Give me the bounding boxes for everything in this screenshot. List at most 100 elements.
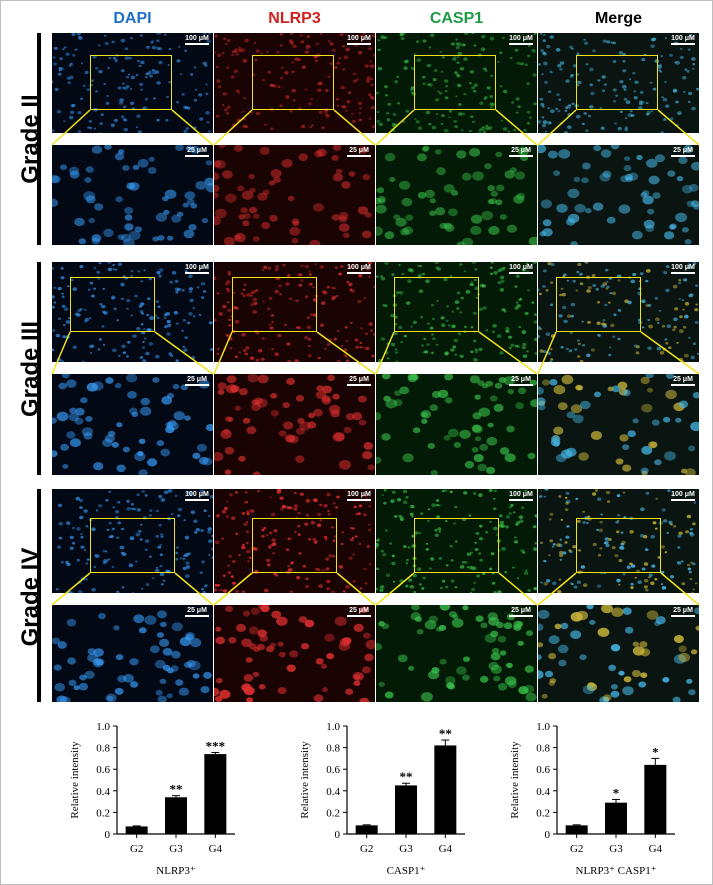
- scale-bar-label: 25 μM: [673, 147, 693, 154]
- scale-bar: 100 μM: [347, 264, 371, 274]
- significance-marker: *: [652, 744, 659, 759]
- scale-bar: 25 μM: [347, 147, 371, 157]
- x-tick-label: G2: [130, 843, 143, 855]
- bar-g3: [395, 785, 417, 834]
- scale-bar: 100 μM: [671, 264, 695, 274]
- y-tick-label: 0.2: [536, 807, 550, 819]
- grade-iii-dapi-zoom-image: 25 μM: [52, 374, 213, 475]
- scale-bar-line: [347, 272, 371, 274]
- grade-iv-casp1-zoom-image: 25 μM: [376, 605, 537, 702]
- y-tick-label: 0.6: [536, 764, 550, 776]
- scale-bar-label: 25 μM: [673, 607, 693, 614]
- scale-bar: 25 μM: [185, 607, 209, 617]
- scale-bar-label: 100 μM: [185, 35, 209, 42]
- scale-bar: 25 μM: [509, 376, 533, 386]
- scale-bar-line: [509, 615, 533, 617]
- grade-ii-bar: [37, 33, 41, 245]
- scale-bar-label: 100 μM: [509, 264, 533, 271]
- x-tick-label: G2: [570, 843, 583, 855]
- scale-bar-line: [347, 384, 371, 386]
- scale-bar-line: [671, 499, 695, 501]
- grade-iv-label: Grade IV: [17, 547, 44, 647]
- scale-bar-line: [509, 155, 533, 157]
- zoom-region-box: [90, 55, 172, 110]
- column-title-casp1: CASP1: [429, 10, 484, 27]
- scale-bar-label: 25 μM: [511, 376, 531, 383]
- scale-bar: 25 μM: [509, 147, 533, 157]
- grade-iv-dapi-zoom-image: 25 μM: [52, 605, 213, 702]
- bar-chart-nlrp3-casp1: Relative intensity 0 0.2 0.4 0.6 0.8 1.0 G2 * G3 *…: [509, 721, 675, 877]
- grade-iii-casp1-zoom-image: 25 μM: [376, 374, 537, 475]
- bar-g3: [165, 797, 187, 834]
- scale-bar-label: 100 μM: [509, 491, 533, 498]
- y-tick-label: 0.4: [96, 786, 110, 798]
- scale-bar-line: [509, 272, 533, 274]
- scale-bar-line: [671, 272, 695, 274]
- scale-bar-label: 25 μM: [349, 607, 369, 614]
- y-axis-label: Relative intensity: [299, 741, 311, 819]
- significance-marker: **: [170, 782, 183, 797]
- y-axis-label: Relative intensity: [509, 741, 521, 819]
- scale-bar-line: [185, 615, 209, 617]
- y-tick-label: 0.8: [536, 743, 550, 755]
- grade-iv-merge-zoom-image: 25 μM: [538, 605, 699, 702]
- x-tick-label: G2: [360, 843, 373, 855]
- y-tick-label: 0.6: [96, 764, 110, 776]
- scale-bar: 100 μM: [671, 491, 695, 501]
- scale-bar: 25 μM: [671, 376, 695, 386]
- zoom-region-box: [576, 55, 658, 110]
- x-tick-label: G4: [439, 843, 453, 855]
- y-tick-label: 0: [105, 829, 111, 841]
- scale-bar-label: 25 μM: [673, 376, 693, 383]
- scale-bar-line: [185, 155, 209, 157]
- bar-g2: [125, 826, 148, 834]
- scale-bar: 25 μM: [347, 607, 371, 617]
- scale-bar-label: 25 μM: [511, 147, 531, 154]
- grade-ii-nlrp3-zoom-image: 25 μM: [214, 145, 375, 245]
- scale-bar-label: 100 μM: [347, 264, 371, 271]
- x-axis-label: CASP1⁺: [387, 865, 426, 877]
- scale-bar: 25 μM: [185, 147, 209, 157]
- scale-bar: 100 μM: [671, 35, 695, 45]
- scale-bar-line: [185, 499, 209, 501]
- x-axis-label: NLRP3⁺ CASP1⁺: [576, 865, 657, 877]
- grade-iii-merge-zoom-image: 25 μM: [538, 374, 699, 475]
- scale-bar-label: 25 μM: [511, 607, 531, 614]
- scale-bar-line: [347, 43, 371, 45]
- scale-bar: 100 μM: [185, 491, 209, 501]
- significance-marker: *: [613, 785, 620, 800]
- zoom-region-box: [576, 518, 661, 573]
- x-tick-label: G3: [169, 843, 183, 855]
- bar-g4: [204, 754, 227, 834]
- scale-bar-label: 100 μM: [671, 491, 695, 498]
- scale-bar-label: 100 μM: [347, 35, 371, 42]
- scale-bar-line: [185, 43, 209, 45]
- scale-bar-label: 100 μM: [185, 264, 209, 271]
- scale-bar-line: [509, 499, 533, 501]
- y-tick-label: 0.4: [326, 786, 340, 798]
- y-tick-label: 0: [545, 829, 551, 841]
- zoom-region-box: [394, 277, 479, 332]
- y-tick-label: 0.2: [326, 807, 340, 819]
- scale-bar: 25 μM: [671, 607, 695, 617]
- scale-bar-label: 25 μM: [187, 376, 207, 383]
- scale-bar: 100 μM: [509, 264, 533, 274]
- y-tick-label: 1.0: [536, 721, 550, 733]
- grade-ii-casp1-zoom-image: 25 μM: [376, 145, 537, 245]
- scale-bar-label: 100 μM: [509, 35, 533, 42]
- zoom-region-box: [252, 55, 334, 110]
- scale-bar-line: [347, 155, 371, 157]
- column-title-nlrp3: NLRP3: [268, 10, 321, 27]
- scale-bar-label: 25 μM: [187, 607, 207, 614]
- scale-bar: 100 μM: [185, 264, 209, 274]
- significance-marker: ***: [206, 738, 226, 753]
- scale-bar: 25 μM: [347, 376, 371, 386]
- bar-chart-nlrp3: Relative intensity 0 0.2 0.4 0.6 0.8 1.0 G2 ** G3…: [69, 721, 235, 877]
- grade-ii-dapi-zoom-image: 25 μM: [52, 145, 213, 245]
- grade-iv-nlrp3-zoom-image: 25 μM: [214, 605, 375, 702]
- y-tick-label: 0.6: [326, 764, 340, 776]
- y-tick-label: 0.4: [536, 786, 550, 798]
- x-axis-label: NLRP3⁺: [156, 865, 196, 877]
- scale-bar: 25 μM: [671, 147, 695, 157]
- scale-bar-line: [671, 155, 695, 157]
